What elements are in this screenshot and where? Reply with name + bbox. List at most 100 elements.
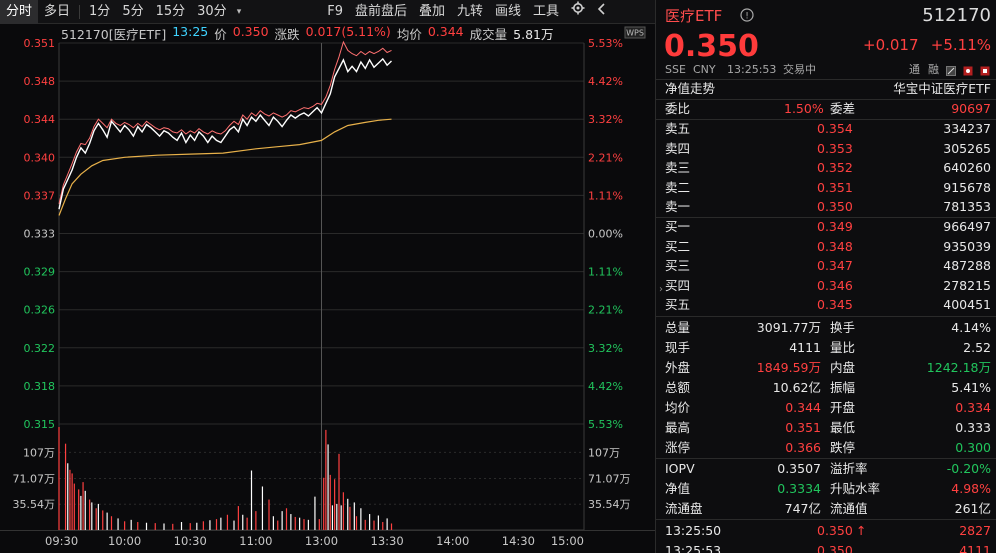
quote-panel: 医疗ETF ! 512170 0.350 +0.017 +5.11% SSE C… xyxy=(655,0,996,553)
tick-time: 13:25:50 xyxy=(665,523,722,538)
gear-icon[interactable] xyxy=(565,0,591,24)
tab-30min[interactable]: 30分 xyxy=(197,3,227,19)
price-axis-label: 0.337 xyxy=(24,189,56,202)
order-ratio-row: 委比 1.50% 委差 90697 xyxy=(656,99,996,119)
stat-label: 流通值 xyxy=(830,501,868,516)
tab-multi-day[interactable]: 多日 xyxy=(44,3,71,19)
bid-volume: 487288 xyxy=(943,258,991,273)
order-ratio-value: 1.50% xyxy=(784,101,824,116)
avg-price-value: 0.344 xyxy=(427,24,464,39)
tab-15min[interactable]: 15分 xyxy=(155,3,186,19)
panel-divider xyxy=(656,519,996,520)
nav-trend-row[interactable]: 净值走势 华宝中证医疗ETF xyxy=(656,79,996,99)
overlay-button[interactable]: 叠加 xyxy=(418,3,445,19)
ask-price: 0.352 xyxy=(817,160,853,175)
stat-label: 最高 xyxy=(665,420,691,435)
ask-level-row[interactable]: 卖五 0.354 334237 xyxy=(656,119,996,139)
price-axis-label: 0.351 xyxy=(24,37,56,50)
stat-value: 4.14% xyxy=(951,320,991,335)
ask-level-label: 卖四 xyxy=(665,140,691,156)
tick-row[interactable]: 13:25:53 0.350 4111 xyxy=(656,541,996,553)
stats-row[interactable]: 外盘 1849.59万 内盘 1242.18万 xyxy=(656,358,996,378)
time-axis-label: 14:00 xyxy=(436,534,469,548)
tick-row[interactable]: 13:25:50 0.350 ↑ 2827 xyxy=(656,521,996,541)
tools-button[interactable]: 工具 xyxy=(533,3,560,19)
ask-price: 0.353 xyxy=(817,140,853,156)
nav-trend-label[interactable]: 净值走势 xyxy=(665,81,716,96)
stats-row[interactable]: 总额 10.62亿 振幅 5.41% xyxy=(656,378,996,398)
security-code-name: 512170[医疗ETF] xyxy=(61,27,167,42)
ask-level-row[interactable]: 卖四 0.353 305265 xyxy=(656,139,996,159)
more-periods-caret-icon[interactable]: ▾ xyxy=(236,6,242,17)
stats-row[interactable]: 现手 4111 量比 2.52 xyxy=(656,338,996,358)
bid-level-row[interactable]: 买一 0.349 966497 xyxy=(656,217,996,237)
stat-label: 换手 xyxy=(830,320,856,335)
intraday-chart[interactable]: 0.351 0.348 0.344 0.340 0.337 0.333 0.329 0.326… xyxy=(0,24,655,553)
bid-volume: 966497 xyxy=(943,219,991,234)
ask-level-row[interactable]: 卖二 0.351 915678 xyxy=(656,178,996,198)
nine-turn-button[interactable]: 九转 xyxy=(457,3,484,19)
tab-1min[interactable]: 1分 xyxy=(89,3,111,19)
price-axis-label: 0.344 xyxy=(24,113,56,126)
chevron-right-icon[interactable]: › xyxy=(659,284,663,295)
ask-level-row[interactable]: 卖三 0.352 640260 xyxy=(656,158,996,178)
bid-level-row[interactable]: 买五 0.345 400451 xyxy=(656,295,996,315)
svg-text:!: ! xyxy=(745,12,749,22)
fund-stats-row[interactable]: IOPV 0.3507 溢折率 -0.20% xyxy=(656,459,996,479)
ask-level-row[interactable]: 卖一 0.350 781353 xyxy=(656,197,996,217)
stats-row[interactable]: 均价 0.344 开盘 0.334 xyxy=(656,398,996,418)
pre-post-market-button[interactable]: 盘前盘后 xyxy=(354,3,407,19)
tick-time: 13:25:53 xyxy=(665,543,722,553)
stat-label: IOPV xyxy=(665,461,695,476)
tab-5min[interactable]: 5分 xyxy=(122,3,144,19)
tick-price: 0.350 xyxy=(817,543,853,553)
ask-level-label: 卖二 xyxy=(665,179,691,195)
stat-label: 流通盘 xyxy=(665,501,703,516)
bid-price: 0.349 xyxy=(817,219,853,234)
percent-axis-label: 5.53% xyxy=(588,37,623,50)
up-arrow-icon: ↑ xyxy=(856,523,867,538)
fund-stats-row[interactable]: 流通盘 747亿 流通值 261亿 xyxy=(656,499,996,519)
alert-icon[interactable] xyxy=(963,65,973,81)
stat-label: 升贴水率 xyxy=(830,481,881,496)
edit-icon[interactable] xyxy=(946,65,956,81)
price-axis-label: 0.322 xyxy=(24,342,56,355)
time-axis-label: 10:00 xyxy=(108,534,141,548)
time-axis-label: 13:00 xyxy=(305,534,338,548)
price-axis-label: 0.348 xyxy=(24,75,56,88)
bid-level-row[interactable]: 买三 0.347 487288 xyxy=(656,256,996,276)
fund-code: 512170 xyxy=(922,5,991,26)
bid-level-row[interactable]: 买四 0.346 278215 xyxy=(656,276,996,296)
volume-axis-label: 71.07万 xyxy=(588,472,631,485)
price-line xyxy=(58,57,392,210)
stats-row[interactable]: 最高 0.351 最低 0.333 xyxy=(656,418,996,438)
stats-row[interactable]: 总量 3091.77万 换手 4.14% xyxy=(656,318,996,338)
flag-icon[interactable] xyxy=(980,65,990,81)
bid-level-label: 买五 xyxy=(665,297,691,312)
stat-value: 2.52 xyxy=(963,340,991,355)
time-axis-label: 10:30 xyxy=(174,534,207,548)
ask-volume: 334237 xyxy=(943,121,991,136)
percent-axis-label: 0.00% xyxy=(588,228,623,241)
tick-price: 0.350 xyxy=(817,523,853,538)
stat-label: 量比 xyxy=(830,340,856,355)
stat-value: 0.3507 xyxy=(777,461,821,476)
tick-volume: 4111 xyxy=(959,543,991,553)
stat-label: 外盘 xyxy=(665,360,691,375)
time-axis-label: 15:00 xyxy=(551,534,584,548)
info-icon[interactable]: ! xyxy=(740,8,754,28)
tab-intraday[interactable]: 分时 xyxy=(0,0,39,24)
price-axis-label: 0.333 xyxy=(24,228,56,241)
stats-row[interactable]: 涨停 0.366 跌停 0.300 xyxy=(656,438,996,458)
bid-level-row[interactable]: 买二 0.348 935039 xyxy=(656,237,996,257)
panel-divider xyxy=(656,316,996,317)
cursor-time: 13:25 xyxy=(172,24,209,39)
draw-line-button[interactable]: 画线 xyxy=(495,3,522,19)
market-info-row: SSE CNY 13:25:53 交易中 通 融 xyxy=(656,62,996,78)
f9-button[interactable]: F9 xyxy=(327,3,343,19)
panel-divider xyxy=(656,99,996,100)
fund-stats-row[interactable]: 净值 0.3334 升贴水率 4.98% xyxy=(656,479,996,499)
panel-divider xyxy=(656,119,996,120)
bid-price: 0.345 xyxy=(817,297,853,312)
chevron-left-icon[interactable] xyxy=(591,0,613,24)
